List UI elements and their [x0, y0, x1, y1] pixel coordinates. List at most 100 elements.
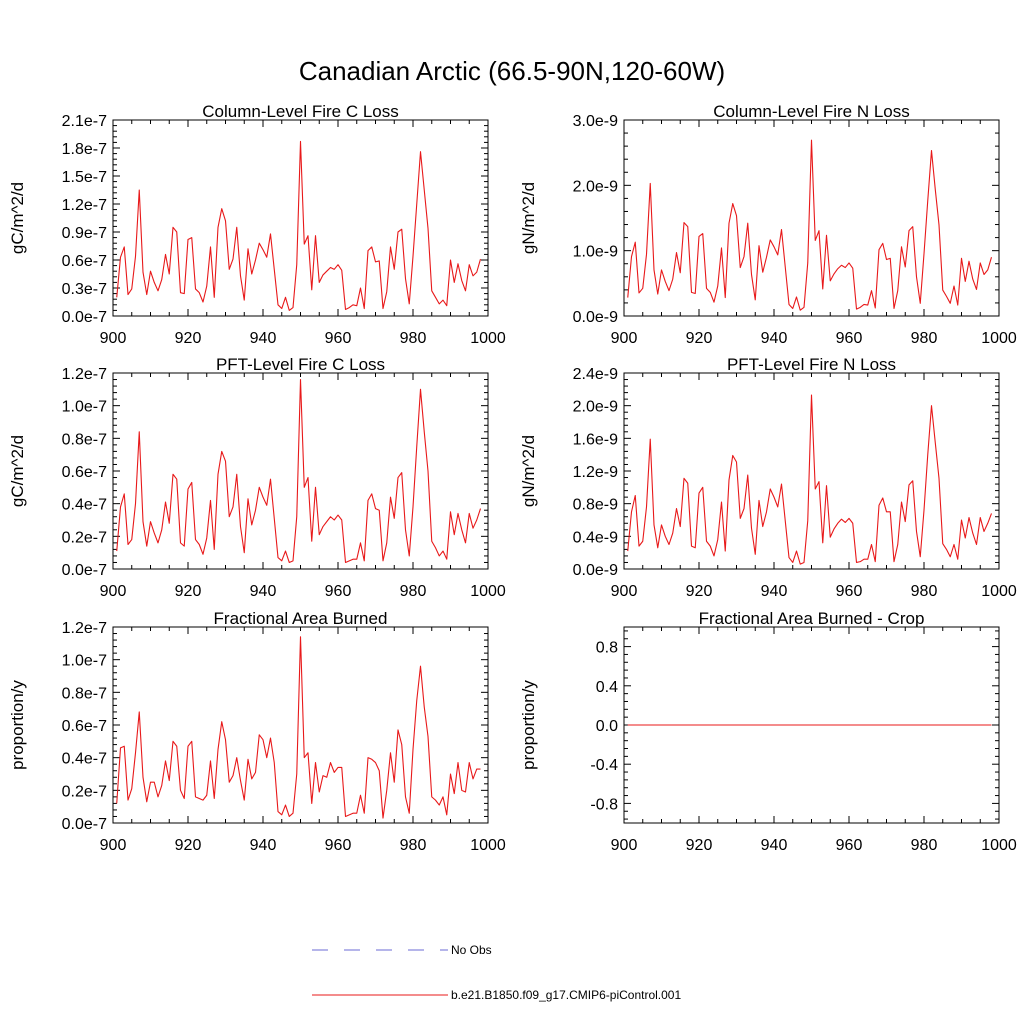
- y-tick-label: 1.5e-7: [62, 169, 107, 186]
- x-tick-label: 1000: [470, 583, 506, 600]
- y-tick-label: 1.0e-7: [62, 399, 107, 416]
- x-tick-label: 900: [611, 837, 638, 854]
- series-line: [116, 636, 481, 819]
- x-tick-label: 900: [100, 583, 127, 600]
- x-tick-label: 980: [400, 583, 427, 600]
- y-tick-label: 1.0e-7: [62, 653, 107, 670]
- legend: No Obs b.e21.B1850.f09_g17.CMIP6-piContr…: [312, 943, 681, 1002]
- y-tick-label: 0.4e-7: [62, 497, 107, 514]
- x-tick-label: 940: [761, 837, 788, 854]
- x-tick-label: 980: [911, 837, 938, 854]
- x-tick-label: 920: [686, 837, 713, 854]
- y-tick-label: 0.0e-7: [62, 816, 107, 833]
- y-tick-label: -0.4: [590, 757, 618, 774]
- y-tick-label: 0.0e-7: [62, 562, 107, 579]
- panel-fractional-area-burned-crop: 900 920 940 960 980 1000 -0.8 -0.4 0.0 0.4 0.8 Frac…: [519, 609, 1017, 854]
- y-tick-label: 0.0e-9: [573, 562, 618, 579]
- y-tick-label: 1.2e-7: [62, 366, 107, 383]
- x-tick-label: 980: [911, 583, 938, 600]
- y-tick-label: 0.9e-7: [62, 225, 107, 242]
- x-tick-label: 960: [325, 583, 352, 600]
- x-tick-label: 940: [761, 583, 788, 600]
- figure-title: Canadian Arctic (66.5-90N,120-60W): [299, 56, 725, 86]
- y-tick-label: 0.8: [596, 640, 618, 657]
- y-tick-label: 1.6e-9: [573, 431, 618, 448]
- x-tick-label: 920: [686, 583, 713, 600]
- x-tick-label: 980: [400, 837, 427, 854]
- x-tick-label: 1000: [981, 330, 1017, 347]
- y-axis-label: gN/m^2/d: [519, 182, 538, 254]
- panel-pft-fire-c-loss: 900 920 940 960 980 1000 0.0e-7 0.2e-7 0.4e-7 0.6…: [8, 355, 506, 600]
- y-tick-label: 0.8e-9: [573, 497, 618, 514]
- y-tick-label: 2.0e-9: [573, 178, 618, 195]
- x-tick-label: 920: [175, 330, 202, 347]
- panel-title: Fractional Area Burned: [214, 609, 388, 628]
- legend-obs-label: No Obs: [451, 943, 492, 957]
- y-tick-label: 0.8e-7: [62, 685, 107, 702]
- x-tick-label: 900: [611, 583, 638, 600]
- panel-column-fire-n-loss: 900 920 940 960 980 1000 0.0e-9 1.0e-9 2.0e-9 3.0…: [519, 102, 1017, 347]
- y-tick-label: 0.4: [596, 679, 618, 696]
- x-tick-label: 960: [836, 837, 863, 854]
- y-tick-label: 3.0e-9: [573, 113, 618, 130]
- series-line: [116, 140, 482, 311]
- y-axis-label: proportion/y: [8, 680, 27, 770]
- panel-title: Fractional Area Burned - Crop: [699, 609, 925, 628]
- series-line: [627, 394, 993, 565]
- y-tick-label: 0.0: [596, 718, 618, 735]
- y-tick-label: 0.0e-7: [62, 309, 107, 326]
- x-tick-label: 920: [686, 330, 713, 347]
- panel-pft-fire-n-loss: 900 920 940 960 980 1000 0.0e-9 0.4e-9 0.8e-9 1.2…: [519, 355, 1017, 600]
- y-tick-label: 2.1e-7: [62, 113, 107, 130]
- x-tick-label: 920: [175, 837, 202, 854]
- y-tick-label: 2.4e-9: [573, 366, 618, 383]
- y-tick-label: 1.2e-7: [62, 197, 107, 214]
- y-tick-label: 1.2e-9: [573, 464, 618, 481]
- series-line: [116, 378, 482, 564]
- x-tick-label: 960: [836, 330, 863, 347]
- x-tick-label: 980: [400, 330, 427, 347]
- x-tick-label: 940: [250, 583, 277, 600]
- x-tick-label: 900: [100, 330, 127, 347]
- y-axis-label: proportion/y: [519, 680, 538, 770]
- y-tick-label: 0.0e-9: [573, 309, 618, 326]
- panel-fractional-area-burned: 900 920 940 960 980 1000 0.0e-7 0.2e-7 0.4e-7 0.6…: [8, 609, 506, 854]
- y-tick-label: 0.4e-7: [62, 751, 107, 768]
- panel-title: PFT-Level Fire N Loss: [727, 355, 896, 374]
- panel-title: Column-Level Fire C Loss: [202, 102, 399, 121]
- y-tick-label: 1.2e-7: [62, 620, 107, 637]
- y-tick-label: 0.6e-7: [62, 464, 107, 481]
- y-tick-label: 1.0e-9: [573, 244, 618, 261]
- x-tick-label: 1000: [470, 330, 506, 347]
- y-tick-label: 0.3e-7: [62, 281, 107, 298]
- x-tick-label: 1000: [981, 837, 1017, 854]
- y-tick-label: 0.2e-7: [62, 783, 107, 800]
- y-tick-label: -0.8: [590, 796, 618, 813]
- x-tick-label: 980: [911, 330, 938, 347]
- x-tick-label: 900: [100, 837, 127, 854]
- x-tick-label: 960: [836, 583, 863, 600]
- series-line: [627, 139, 993, 311]
- x-tick-label: 940: [250, 837, 277, 854]
- y-tick-label: 0.8e-7: [62, 431, 107, 448]
- panel-column-fire-c-loss: 900 920 940 960 980 1000 0.0e-7 0.3e-7 0.6e-7 0.9…: [8, 102, 506, 347]
- y-tick-label: 0.2e-7: [62, 529, 107, 546]
- y-tick-label: 0.6e-7: [62, 718, 107, 735]
- x-tick-label: 960: [325, 330, 352, 347]
- y-tick-label: 0.6e-7: [62, 253, 107, 270]
- panel-title: Column-Level Fire N Loss: [713, 102, 910, 121]
- x-tick-label: 960: [325, 837, 352, 854]
- x-tick-label: 900: [611, 330, 638, 347]
- y-axis-label: gC/m^2/d: [8, 182, 27, 254]
- y-tick-label: 2.0e-9: [573, 399, 618, 416]
- legend-model-label: b.e21.B1850.f09_g17.CMIP6-piControl.001: [451, 988, 681, 1002]
- x-tick-label: 940: [761, 330, 788, 347]
- y-axis-label: gN/m^2/d: [519, 435, 538, 507]
- y-tick-label: 0.4e-9: [573, 529, 618, 546]
- y-tick-label: 1.8e-7: [62, 141, 107, 158]
- y-axis-label: gC/m^2/d: [8, 435, 27, 507]
- x-tick-label: 920: [175, 583, 202, 600]
- x-tick-label: 1000: [470, 837, 506, 854]
- x-tick-label: 940: [250, 330, 277, 347]
